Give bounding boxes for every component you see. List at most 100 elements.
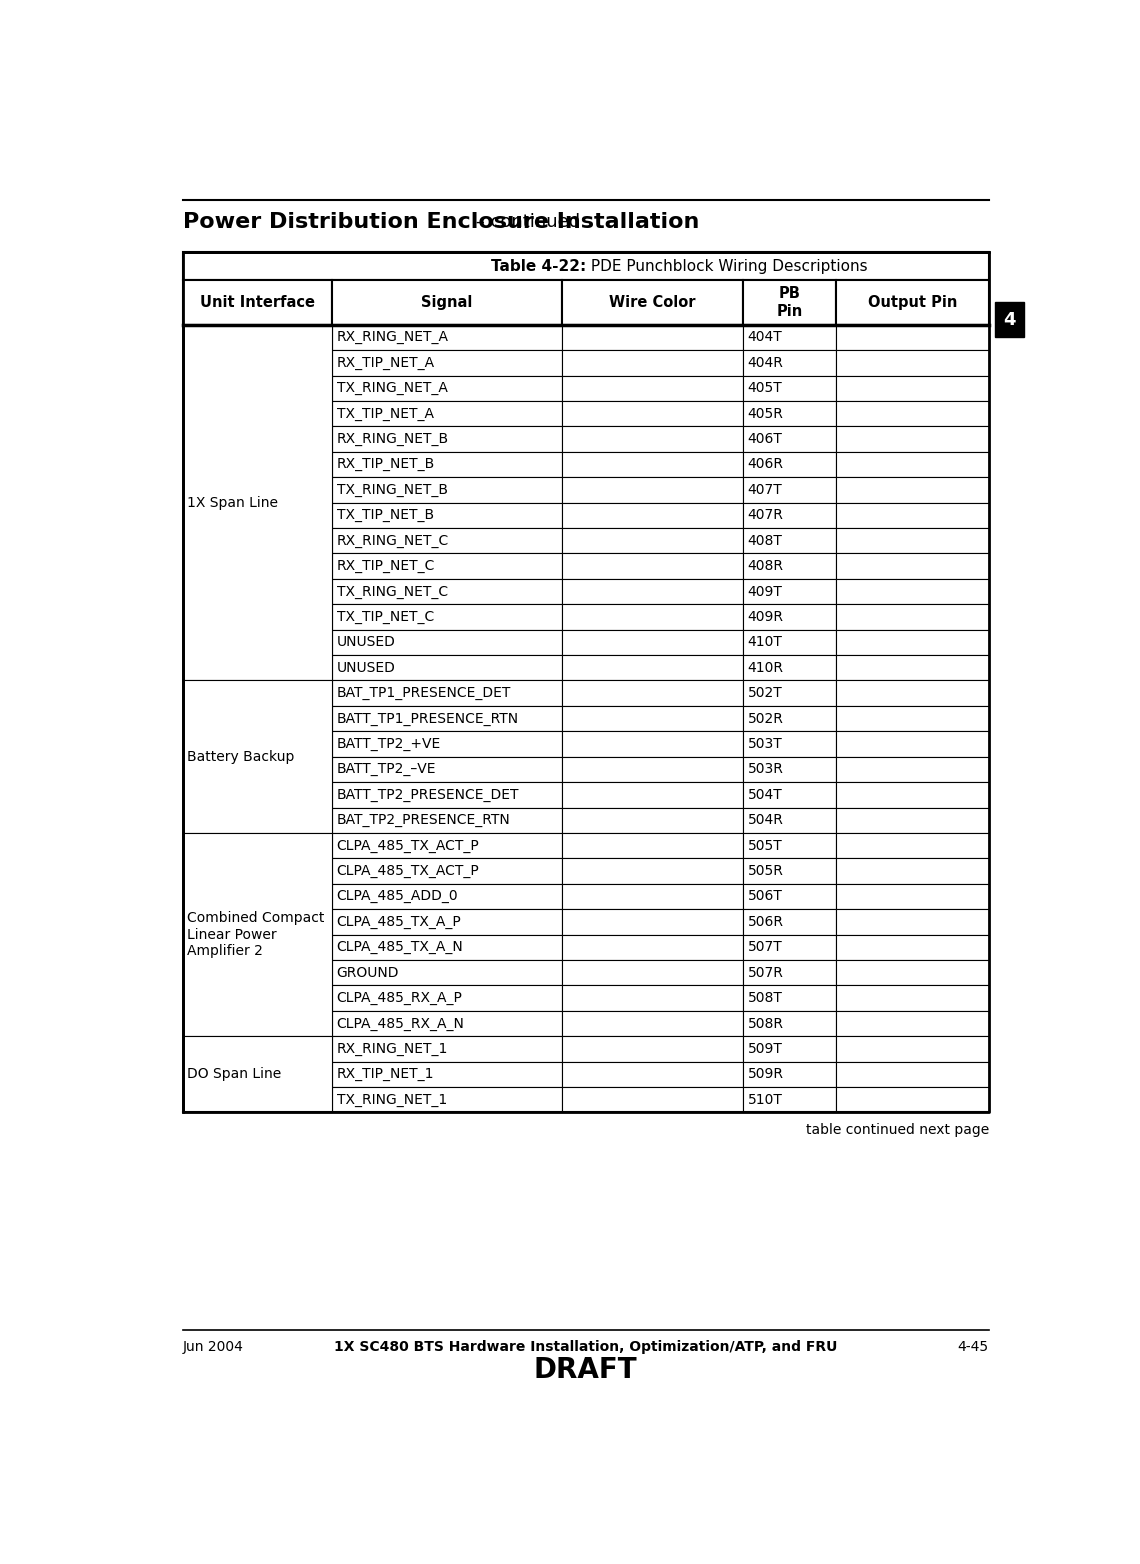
Bar [182, 680, 332, 705]
Bar [743, 757, 836, 782]
Bar [182, 325, 332, 350]
Bar [182, 1087, 332, 1112]
Bar [182, 1010, 332, 1037]
Text: TX_TIP_NET_C: TX_TIP_NET_C [336, 610, 434, 624]
Bar [836, 1087, 988, 1112]
Bar [332, 834, 562, 859]
Text: BATT_TP2_+VE: BATT_TP2_+VE [336, 737, 441, 751]
Bar [562, 350, 743, 375]
Text: PDE Punchblock Wiring Descriptions: PDE Punchblock Wiring Descriptions [586, 258, 868, 274]
Text: 1X Span Line: 1X Span Line [187, 496, 278, 510]
Bar [332, 604, 562, 630]
Bar [332, 375, 562, 400]
Bar [836, 477, 988, 502]
Text: 502T: 502T [748, 687, 782, 701]
Bar [836, 400, 988, 427]
Bar [743, 502, 836, 529]
Text: TX_RING_NET_1: TX_RING_NET_1 [336, 1093, 447, 1107]
Bar [182, 807, 332, 834]
Bar [182, 834, 332, 1037]
Text: 409R: 409R [748, 610, 783, 624]
Text: 408T: 408T [748, 533, 782, 547]
Text: 502R: 502R [748, 712, 783, 726]
Bar [182, 757, 332, 782]
Text: 507T: 507T [748, 940, 782, 954]
Bar [836, 985, 988, 1010]
Bar [743, 554, 836, 579]
Bar [562, 1010, 743, 1037]
Text: RX_TIP_NET_C: RX_TIP_NET_C [336, 560, 435, 572]
Bar [836, 782, 988, 807]
Bar [332, 782, 562, 807]
Text: 406T: 406T [748, 432, 782, 446]
Text: RX_RING_NET_1: RX_RING_NET_1 [336, 1042, 448, 1056]
Bar [332, 680, 562, 705]
Bar [332, 732, 562, 757]
Bar [562, 807, 743, 834]
Text: Jun 2004: Jun 2004 [182, 1340, 244, 1354]
Bar [562, 604, 743, 630]
Bar [743, 1037, 836, 1062]
Text: Output Pin: Output Pin [868, 296, 956, 310]
Bar [332, 884, 562, 909]
Bar [562, 655, 743, 680]
Bar [743, 375, 836, 400]
Text: – continued: – continued [470, 213, 579, 230]
Bar [182, 400, 332, 427]
Bar [743, 935, 836, 960]
Text: RX_TIP_NET_B: RX_TIP_NET_B [336, 458, 434, 471]
Bar [332, 529, 562, 554]
Text: 4: 4 [1003, 311, 1016, 328]
Bar [836, 859, 988, 884]
Bar [562, 477, 743, 502]
Bar [743, 782, 836, 807]
Bar [836, 732, 988, 757]
Bar [836, 554, 988, 579]
Bar [332, 427, 562, 452]
Bar [562, 375, 743, 400]
Bar [743, 655, 836, 680]
Bar [332, 579, 562, 604]
Text: 405T: 405T [748, 382, 782, 396]
Bar [182, 909, 332, 935]
Text: CLPA_485_ADD_0: CLPA_485_ADD_0 [336, 890, 458, 904]
Bar [836, 655, 988, 680]
Bar [332, 985, 562, 1010]
Bar [562, 280, 743, 325]
Bar [562, 935, 743, 960]
Bar [182, 502, 332, 529]
Text: 404R: 404R [748, 357, 783, 369]
Text: 405R: 405R [748, 407, 783, 421]
Bar [743, 630, 836, 655]
Bar [743, 325, 836, 350]
Bar [836, 834, 988, 859]
Bar [995, 302, 1025, 338]
Text: 503T: 503T [748, 737, 782, 751]
Bar [182, 350, 332, 375]
Text: 505R: 505R [748, 863, 783, 877]
Text: RX_RING_NET_C: RX_RING_NET_C [336, 533, 449, 547]
Text: DRAFT: DRAFT [534, 1356, 637, 1384]
Bar [743, 859, 836, 884]
Bar [836, 909, 988, 935]
Bar [562, 400, 743, 427]
Text: 505T: 505T [748, 838, 782, 852]
Bar [836, 884, 988, 909]
Bar [836, 502, 988, 529]
Bar [182, 325, 332, 680]
Bar [836, 375, 988, 400]
Text: Battery Backup: Battery Backup [187, 749, 295, 763]
Text: TX_RING_NET_B: TX_RING_NET_B [336, 483, 448, 497]
Bar [562, 680, 743, 705]
Bar [562, 960, 743, 985]
Bar [182, 782, 332, 807]
Bar [743, 960, 836, 985]
Bar [743, 477, 836, 502]
Bar [836, 427, 988, 452]
Bar [743, 604, 836, 630]
Bar [743, 834, 836, 859]
Bar [332, 477, 562, 502]
Bar [332, 705, 562, 732]
Text: Unit Interface: Unit Interface [200, 296, 315, 310]
Bar [332, 960, 562, 985]
